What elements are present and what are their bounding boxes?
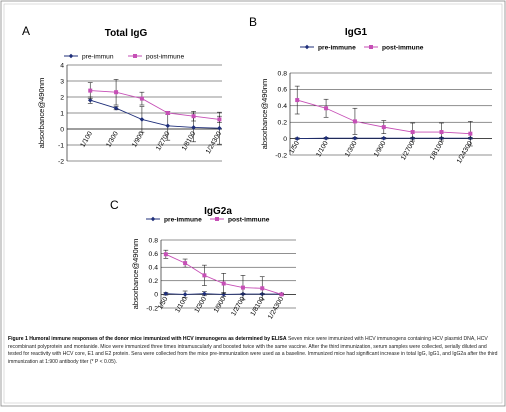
figure-caption: Figure 1 Humoral immune responses of the… — [8, 336, 500, 366]
post-immune-marker — [183, 261, 187, 265]
post-immune-marker — [353, 119, 357, 123]
post-immune-marker — [324, 106, 328, 110]
post-immune-marker — [217, 117, 221, 121]
y-axis-label: absorbance@490nm — [131, 239, 140, 310]
legend-label-post-immune: post-immune — [146, 54, 184, 61]
legend-label-pre-immune: pre-immun — [82, 54, 114, 61]
panel-letter: B — [249, 15, 257, 29]
post-immune-marker — [369, 45, 373, 49]
post-immune-marker — [440, 130, 444, 134]
y-tick-label: 0 — [154, 292, 158, 299]
legend-label-pre-immune: pre-immune — [318, 45, 356, 52]
chart-title: IgG1 — [345, 27, 368, 38]
y-tick-label: 2 — [60, 94, 64, 101]
post-immune-marker — [215, 217, 219, 221]
post-immune-marker — [280, 292, 284, 296]
legend-label-pre-immune: pre-immune — [164, 217, 202, 224]
y-tick-label: 0 — [60, 126, 64, 133]
y-tick-label: -2 — [58, 158, 64, 165]
y-axis-label: absorbance@490nm — [37, 78, 46, 149]
post-immune-marker — [241, 286, 245, 290]
post-immune-marker — [411, 130, 415, 134]
y-tick-label: 0.8 — [149, 237, 159, 244]
post-immune-marker — [140, 97, 144, 101]
post-immune-marker — [222, 282, 226, 286]
y-tick-label: 0.2 — [149, 278, 159, 285]
post-immune-marker — [164, 252, 168, 256]
y-tick-label: 0.6 — [149, 251, 159, 258]
post-immune-marker — [202, 273, 206, 277]
legend-label-post-immune: post-immune — [228, 217, 270, 224]
caption-lead: Figure 1 Humoral immune responses of the… — [8, 336, 287, 342]
post-immune-marker — [382, 125, 386, 129]
post-immune-marker — [133, 54, 137, 58]
chart-title: IgG2a — [204, 206, 232, 217]
y-tick-label: -0.2 — [275, 152, 287, 159]
y-tick-label: 0.6 — [278, 87, 288, 94]
y-tick-label: 0.4 — [278, 103, 288, 110]
y-tick-label: 0 — [283, 136, 287, 143]
panel-letter: C — [110, 198, 119, 212]
y-tick-label: 3 — [60, 78, 64, 85]
post-immune-marker — [295, 98, 299, 102]
post-immune-marker — [88, 89, 92, 93]
y-tick-label: 0.8 — [278, 70, 288, 77]
legend-label-post-immune: post-immune — [382, 45, 424, 52]
post-immune-marker — [114, 90, 118, 94]
y-axis-label: absorbance@490nm — [260, 79, 269, 150]
y-tick-label: 4 — [60, 62, 64, 69]
y-tick-label: -1 — [58, 142, 64, 149]
post-immune-marker — [468, 132, 472, 136]
panel-letter: A — [22, 24, 30, 38]
y-tick-label: 1 — [60, 110, 64, 117]
post-immune-marker — [166, 111, 170, 115]
chart-title: Total IgG — [105, 28, 148, 39]
post-immune-marker — [192, 114, 196, 118]
y-tick-label: 0.2 — [278, 120, 288, 127]
post-immune-marker — [260, 286, 264, 290]
y-tick-label: 0.4 — [149, 265, 159, 272]
